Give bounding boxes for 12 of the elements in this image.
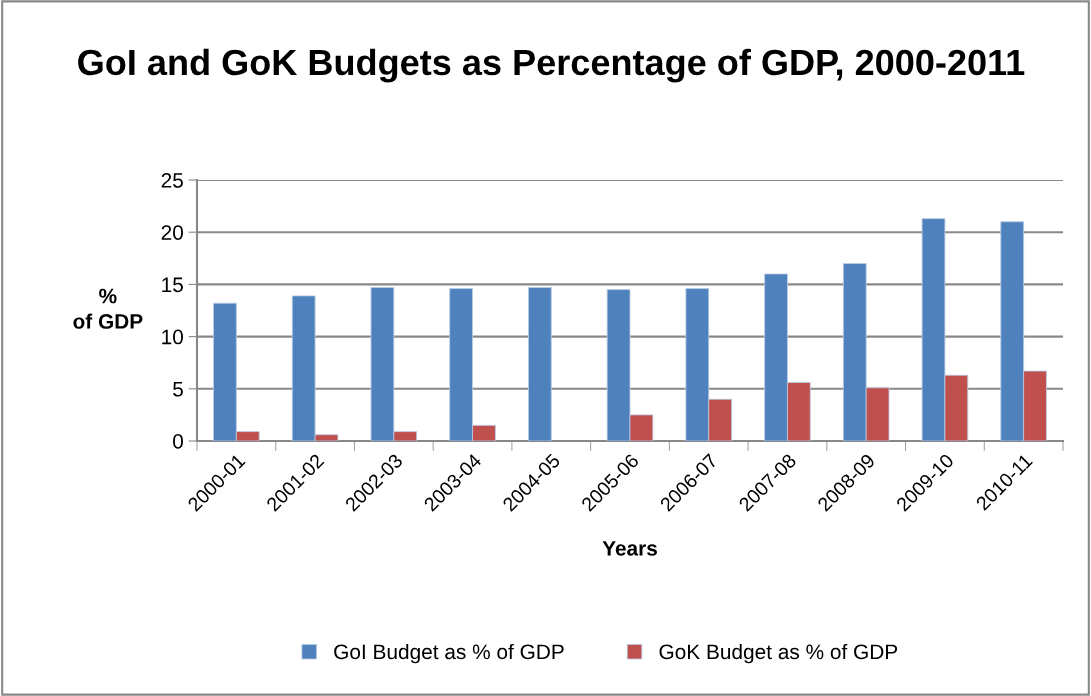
y-tick-label: 5 (173, 382, 183, 397)
y-tick-label: 10 (162, 329, 183, 345)
x-axis-title: Years (602, 541, 657, 556)
y-tick-label: 15 (162, 277, 183, 293)
chart-title: GoI and GoK Budgets as Percentage of GDP, 2000-2011 (78, 48, 1025, 83)
legend-label: GoI Budget as % of GDP (334, 643, 564, 664)
y-tick-label: 25 (161, 173, 183, 188)
y-axis-title: % of GDP (73, 288, 143, 329)
legend-label: GoK Budget as % of GDP (659, 643, 898, 664)
y-tick-label: 0 (173, 434, 183, 449)
bar (528, 287, 552, 441)
y-tick-label: 20 (161, 225, 183, 240)
